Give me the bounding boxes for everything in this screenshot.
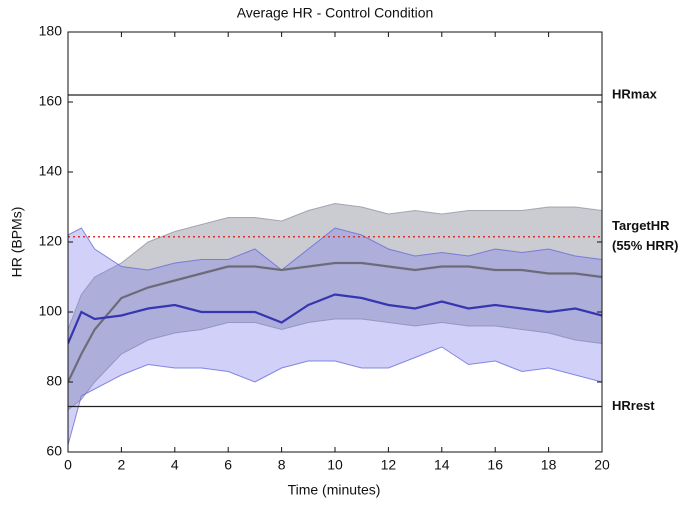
chart-title: Average HR - Control Condition: [237, 5, 434, 21]
x-tick-label: 8: [278, 457, 286, 473]
reference-label: (55% HRR): [612, 238, 678, 253]
y-tick-label: 80: [46, 373, 62, 389]
y-tick-label: 60: [46, 443, 62, 459]
reference-label: HRmax: [612, 86, 658, 101]
plot: [68, 202, 602, 446]
band: [68, 227, 602, 446]
x-tick-label: 14: [434, 457, 450, 473]
reference-label: TargetHR: [612, 218, 670, 233]
x-tick-label: 0: [64, 457, 72, 473]
x-axis-label: Time (minutes): [288, 482, 381, 498]
x-tick-label: 6: [224, 457, 232, 473]
y-tick-label: 180: [39, 23, 63, 39]
x-tick-label: 18: [541, 457, 557, 473]
x-tick-label: 20: [594, 457, 610, 473]
x-tick-label: 2: [118, 457, 126, 473]
y-tick-label: 160: [39, 93, 63, 109]
x-tick-label: 16: [487, 457, 503, 473]
band: [68, 202, 602, 411]
x-tick-label: 4: [171, 457, 179, 473]
x-tick-label: 12: [381, 457, 397, 473]
y-axis-label: HR (BPMs): [9, 207, 25, 278]
mean-line: [68, 293, 602, 344]
y-tick-label: 120: [39, 233, 63, 249]
y-tick-label: 140: [39, 163, 63, 179]
y-tick-label: 100: [39, 303, 63, 319]
x-tick-label: 10: [327, 457, 343, 473]
reference-label: HRrest: [612, 398, 655, 413]
mean-line: [68, 261, 602, 383]
